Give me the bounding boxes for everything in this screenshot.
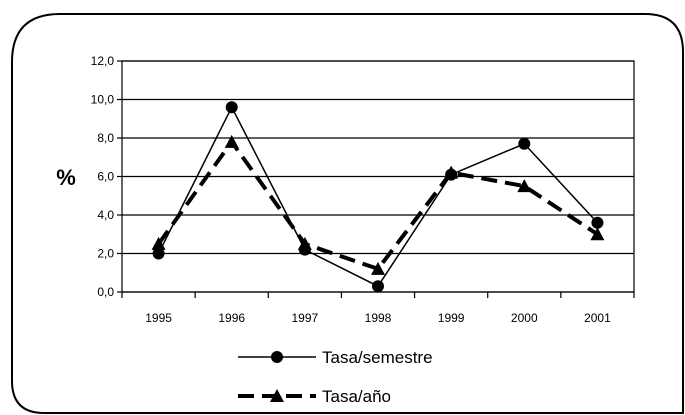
y-tick-label: 2,0 bbox=[97, 247, 114, 261]
y-tick-labels: 0,0 2,0 4,0 6,0 8,0 10,0 12,0 bbox=[91, 54, 115, 299]
point-tasa-ano bbox=[590, 227, 605, 241]
legend-label: Tasa/año bbox=[322, 387, 391, 406]
y-tick-label: 12,0 bbox=[91, 54, 115, 68]
x-tick-label: 1996 bbox=[218, 311, 245, 325]
chart-border bbox=[11, 13, 684, 414]
y-tick-label: 0,0 bbox=[97, 285, 114, 299]
y-tick-label: 4,0 bbox=[97, 208, 114, 222]
point-tasa-ano bbox=[371, 261, 385, 275]
y-tick-label: 10,0 bbox=[91, 93, 115, 107]
legend-label: Tasa/semestre bbox=[322, 348, 433, 367]
point-tasa-semestre bbox=[225, 101, 238, 114]
legend-marker bbox=[270, 389, 284, 402]
legend-marker bbox=[271, 351, 283, 363]
point-tasa-ano bbox=[224, 134, 239, 148]
point-tasa-semestre bbox=[372, 280, 384, 293]
gridlines bbox=[122, 60, 634, 293]
point-tasa-semestre bbox=[445, 168, 458, 181]
x-tick-label: 2000 bbox=[511, 311, 538, 325]
point-tasa-ano bbox=[517, 179, 532, 193]
point-tasa-semestre bbox=[298, 243, 311, 256]
x-tick-label: 1995 bbox=[145, 311, 172, 325]
y-tick-label: 8,0 bbox=[97, 131, 114, 145]
y-axis-label: % bbox=[56, 165, 76, 190]
x-tick-label: 2001 bbox=[584, 311, 611, 325]
y-tick-label: 6,0 bbox=[97, 170, 114, 184]
series-group bbox=[151, 101, 605, 293]
point-tasa-semestre bbox=[591, 216, 604, 229]
point-tasa-semestre bbox=[152, 247, 165, 260]
series-line-tasa-semestre bbox=[157, 105, 598, 288]
x-tick-label: 1997 bbox=[292, 311, 319, 325]
x-tick-labels: 1995 1996 1997 1998 1999 2000 2001 bbox=[145, 311, 611, 325]
x-tick-label: 1999 bbox=[438, 311, 465, 325]
point-tasa-semestre bbox=[518, 137, 531, 150]
x-tick-label: 1998 bbox=[365, 311, 392, 325]
legend: Tasa/semestre Tasa/año bbox=[238, 348, 433, 406]
series-line-tasa-ano bbox=[156, 138, 599, 272]
